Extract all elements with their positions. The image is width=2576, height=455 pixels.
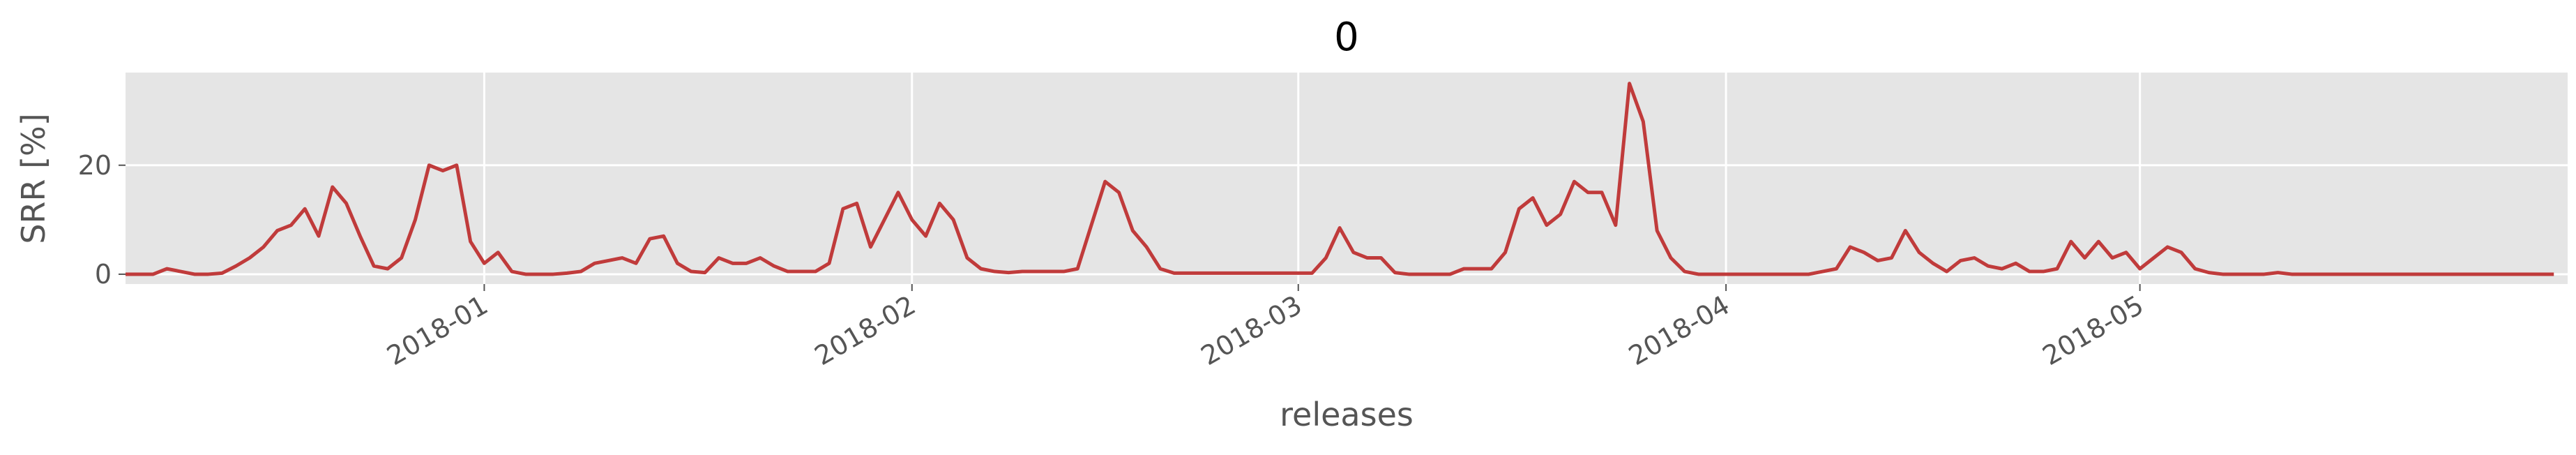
x-tick-label: 2018-04 [1623,290,1735,371]
x-tick-label: 2018-05 [2038,290,2149,371]
x-tick-label: 2018-02 [810,290,921,371]
chart-title: 0 [1334,15,1359,60]
plot-background [126,73,2568,284]
y-axis-label: SRR [%] [15,113,52,244]
y-tick-label: 0 [95,259,112,290]
y-tick-label: 20 [78,150,112,181]
x-tick-label: 2018-01 [381,290,493,371]
x-axis-label: releases [1280,396,1414,433]
x-tick-label: 2018-03 [1196,290,1308,371]
data-line [126,82,2554,276]
